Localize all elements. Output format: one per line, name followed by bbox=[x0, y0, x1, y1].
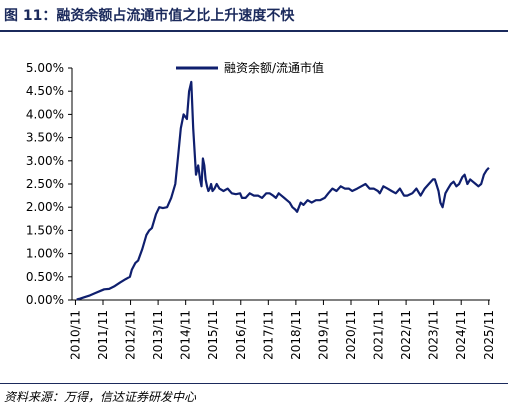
y-tick-label: 0.00% bbox=[26, 293, 64, 307]
x-tick-label: 2020/11 bbox=[344, 310, 358, 360]
source-note: 资料来源：万得，信达证券研发中心 bbox=[4, 390, 197, 404]
x-tick-label: 2017/11 bbox=[261, 310, 275, 360]
y-tick-label: 0.50% bbox=[26, 270, 64, 284]
x-tick-label: 2018/11 bbox=[289, 310, 303, 360]
x-tick-label: 2010/11 bbox=[68, 310, 82, 360]
x-tick-label: 2013/11 bbox=[151, 310, 165, 360]
x-tick-label: 2012/11 bbox=[124, 310, 138, 360]
y-tick-label: 5.00% bbox=[26, 61, 64, 75]
x-tick-label: 2021/11 bbox=[372, 310, 386, 360]
y-tick-label: 3.50% bbox=[26, 131, 64, 145]
y-tick-label: 4.00% bbox=[26, 107, 64, 121]
figure-title: 图 11：融资余额占流通市值之比上升速度不快 bbox=[4, 8, 295, 24]
y-tick-label: 1.00% bbox=[26, 247, 64, 261]
line-chart: 0.00% 0.50% 1.00% 1.50% 2.00% 2.50% 3.00% 3.50%… bbox=[26, 60, 496, 360]
x-tick-label: 2019/11 bbox=[316, 310, 330, 360]
y-tick-label: 4.50% bbox=[26, 84, 64, 98]
y-tick-label: 2.00% bbox=[26, 200, 64, 214]
x-tick-label: 2023/11 bbox=[427, 310, 441, 360]
y-tick-label: 3.00% bbox=[26, 154, 64, 168]
x-tick-label: 2022/11 bbox=[399, 310, 413, 360]
title-rule bbox=[0, 30, 508, 32]
x-tick-label: 2014/11 bbox=[179, 310, 193, 360]
source-rule bbox=[0, 383, 508, 384]
x-tick-label: 2024/11 bbox=[454, 310, 468, 360]
legend-label: 融资余额/流通市值 bbox=[224, 60, 324, 75]
series-line bbox=[76, 80, 490, 301]
x-tick-label: 2025/11 bbox=[482, 310, 496, 360]
y-tick-label: 1.50% bbox=[26, 223, 64, 237]
x-tick-label: 2011/11 bbox=[96, 310, 110, 360]
x-tick-label: 2016/11 bbox=[234, 310, 248, 360]
y-tick-label: 2.50% bbox=[26, 177, 64, 191]
x-tick-label: 2015/11 bbox=[206, 310, 220, 360]
